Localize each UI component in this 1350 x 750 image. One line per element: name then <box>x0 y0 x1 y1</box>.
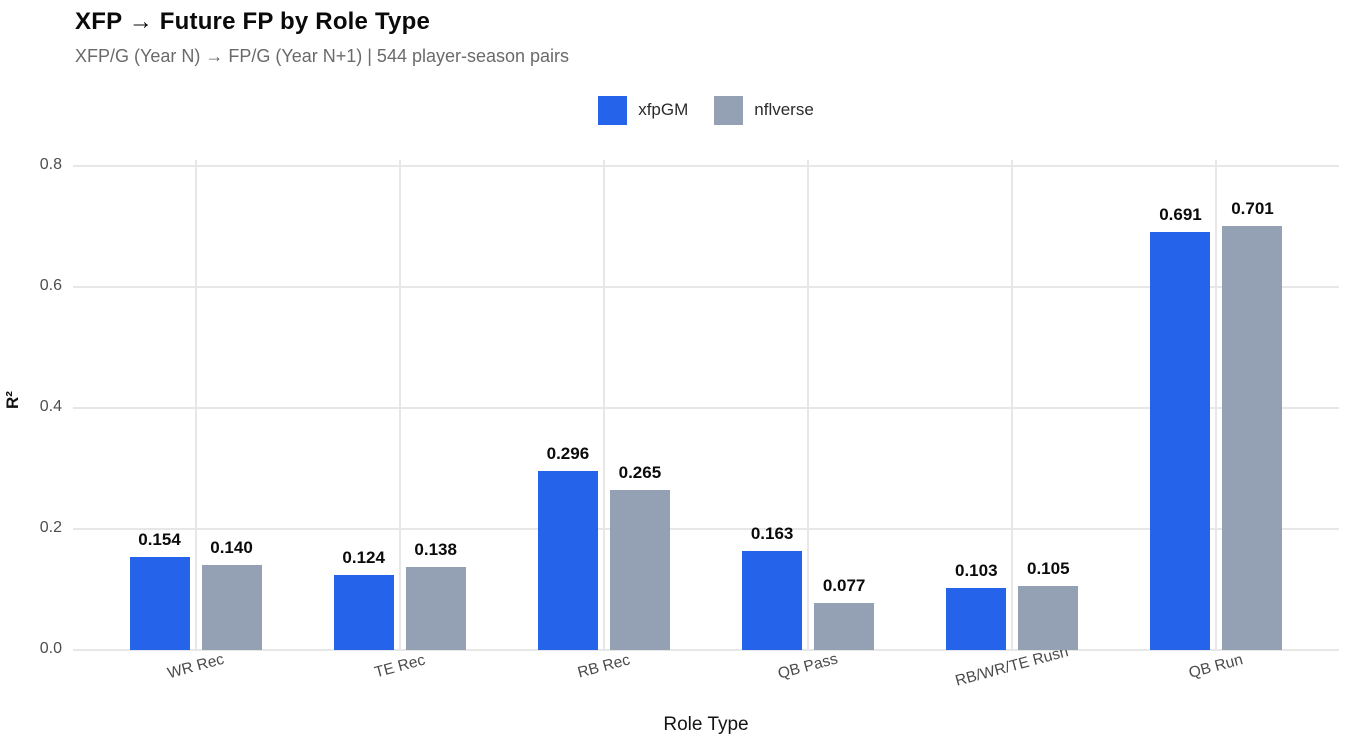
gridline-y-0.2 <box>73 528 1339 530</box>
bar-xfpgm-qb-pass <box>742 551 803 650</box>
bar-value-xfpgm-rb-rec: 0.296 <box>546 443 590 463</box>
gridline-y-0.8 <box>73 165 1339 167</box>
bar-value-nflverse-wr-rec: 0.140 <box>210 538 253 558</box>
chart-subtitle: XFP/G (Year N) → FP/G (Year N+1) | 544 p… <box>75 46 570 66</box>
bar-value-nflverse-rb-wr-te-rush: 0.105 <box>1027 559 1070 579</box>
gridline-x-te-rec <box>398 160 401 650</box>
bar-xfpgm-rb-rec <box>537 470 598 650</box>
gridline-y-0.0 <box>73 649 1339 651</box>
gridline-x-rb-rec <box>602 160 605 650</box>
bar-xfpgm-te-rec <box>333 574 394 650</box>
bar-value-nflverse-qb-run: 0.701 <box>1231 198 1274 218</box>
bar-xfpgm-qb-run <box>1150 231 1211 650</box>
y-tick-label-0.8: 0.8 <box>39 156 62 173</box>
x-axis-title: Role Type <box>663 714 749 735</box>
gridline-x-qb-pass <box>807 160 810 650</box>
bar-nflverse-qb-run <box>1222 225 1283 650</box>
gridline-y-0.6 <box>73 286 1339 288</box>
gridline-y-0.4 <box>73 407 1339 409</box>
y-tick-label-0.6: 0.6 <box>39 277 62 294</box>
bar-nflverse-qb-pass <box>814 603 875 650</box>
bar-value-nflverse-te-rec: 0.138 <box>414 539 457 559</box>
legend-swatch-nflverse <box>714 95 744 125</box>
bar-value-xfpgm-wr-rec: 0.154 <box>138 529 181 549</box>
bar-nflverse-rb-wr-te-rush <box>1018 586 1079 650</box>
y-tick-label-0.0: 0.0 <box>39 640 62 657</box>
plot-panel: 0.154 0.124 0.296 0.163 0.103 0.691 0.140 0.138… <box>73 160 1339 651</box>
gridline-x-qb-run <box>1215 160 1218 650</box>
legend: xfpGM nflverse <box>73 94 1339 126</box>
bar-value-xfpgm-te-rec: 0.124 <box>342 547 385 567</box>
x-tick-label-qb-pass: QB Pass <box>776 650 840 683</box>
bar-nflverse-rb-rec <box>609 489 670 650</box>
x-tick-label-rb-rec: RB Rec <box>575 651 632 682</box>
x-tick-label-wr-rec: WR Rec <box>165 650 226 683</box>
legend-swatch-xfpgm <box>598 95 628 125</box>
bar-value-xfpgm-rb-wr-te-rush: 0.103 <box>955 560 998 580</box>
x-tick-label-qb-run: QB Run <box>1187 651 1246 682</box>
legend-label-nflverse: nflverse <box>754 100 814 119</box>
y-tick-label-0.4: 0.4 <box>39 398 62 415</box>
bar-value-nflverse-qb-pass: 0.077 <box>822 576 866 596</box>
bar-xfpgm-rb-wr-te-rush <box>946 587 1007 650</box>
legend-item-nflverse: nflverse <box>714 95 814 125</box>
gridline-x-wr-rec <box>194 160 197 650</box>
bar-value-xfpgm-qb-run: 0.691 <box>1159 204 1202 224</box>
gridline-x-rb-wr-te-rush <box>1011 160 1014 650</box>
bar-nflverse-te-rec <box>405 566 466 650</box>
legend-item-xfpgm: xfpGM <box>598 95 689 125</box>
legend-label-xfpgm: xfpGM <box>638 100 689 119</box>
bar-nflverse-wr-rec <box>201 565 262 650</box>
bar-value-xfpgm-qb-pass: 0.163 <box>750 524 794 544</box>
x-tick-label-te-rec: TE Rec <box>372 651 427 682</box>
chart-title: XFP → Future FP by Role Type <box>75 8 430 35</box>
bar-xfpgm-wr-rec <box>129 556 190 650</box>
bar-value-nflverse-rb-rec: 0.265 <box>618 462 662 482</box>
y-tick-label-0.2: 0.2 <box>39 519 62 536</box>
